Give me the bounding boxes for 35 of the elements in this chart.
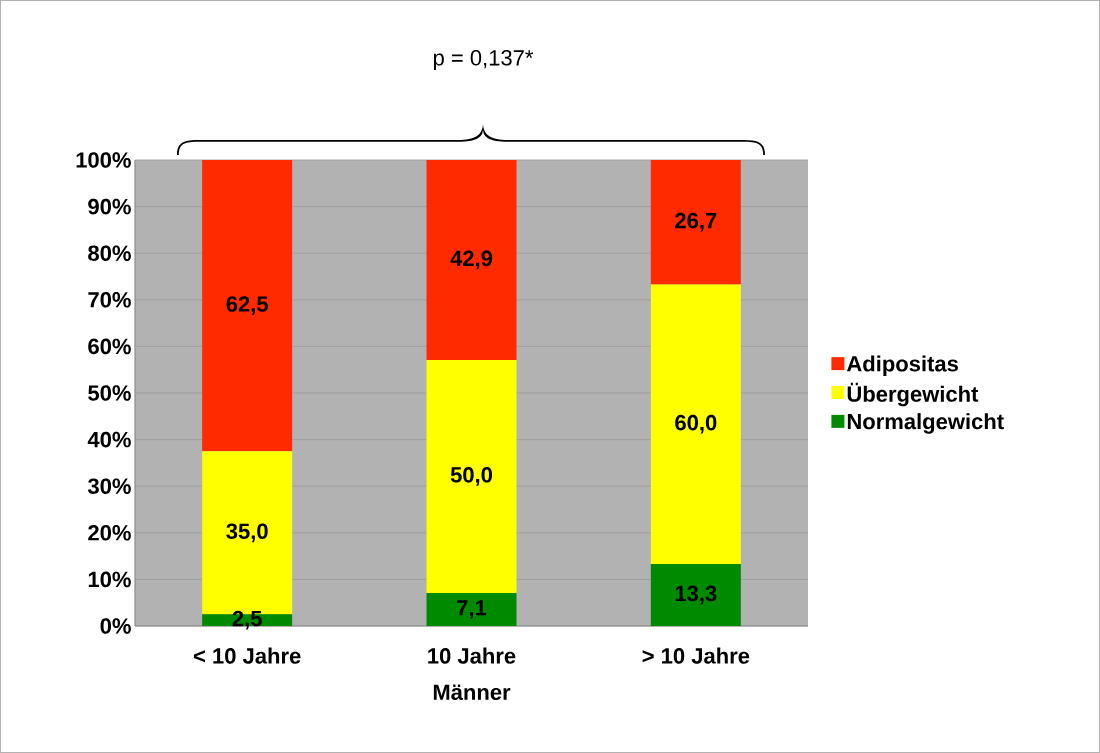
legend-label: Übergewicht	[847, 382, 979, 407]
bar	[650, 564, 741, 626]
bar	[650, 160, 741, 285]
legend-label: Normalgewicht	[847, 413, 1004, 434]
y-tick-label: 60%	[88, 338, 131, 355]
x-tick-label: > 10 Jahre	[642, 647, 750, 664]
legend-label: Adipositas	[846, 355, 958, 376]
text: p = 0,137*	[433, 50, 534, 70]
y-tick-label: 50%	[88, 385, 131, 401]
data-label: 42,9	[450, 250, 493, 270]
y-tick-label: 40%	[87, 431, 131, 448]
y-tick-label: 20%	[88, 525, 131, 541]
y-tick-label: 100%	[76, 152, 131, 168]
x-axis-title: Männer	[433, 684, 511, 701]
data-label: 26,7	[675, 212, 717, 232]
bar	[202, 160, 293, 452]
x-tick-label: 10 Jahre	[428, 647, 516, 664]
bar	[426, 592, 517, 626]
y-tick-label: 80%	[88, 245, 131, 261]
bar	[650, 284, 741, 565]
data-label: 7,1	[457, 600, 487, 619]
y-tick-label: 30%	[87, 478, 131, 495]
y-tick-label: 70%	[88, 292, 131, 308]
data-label: 62,5	[226, 296, 268, 315]
y-tick-label: 90%	[88, 198, 131, 215]
data-label: 2,5	[232, 610, 262, 630]
bar	[426, 160, 517, 360]
data-label: 50,0	[450, 467, 493, 486]
data-label: 35,0	[226, 523, 268, 543]
y-tick-label: 0%	[100, 618, 131, 634]
data-label: 60,0	[675, 414, 717, 434]
x-tick-label: < 10 Jahre	[193, 647, 301, 664]
bar	[426, 359, 517, 593]
data-label: 13,3	[675, 585, 717, 605]
y-tick-label: 10%	[88, 571, 131, 588]
